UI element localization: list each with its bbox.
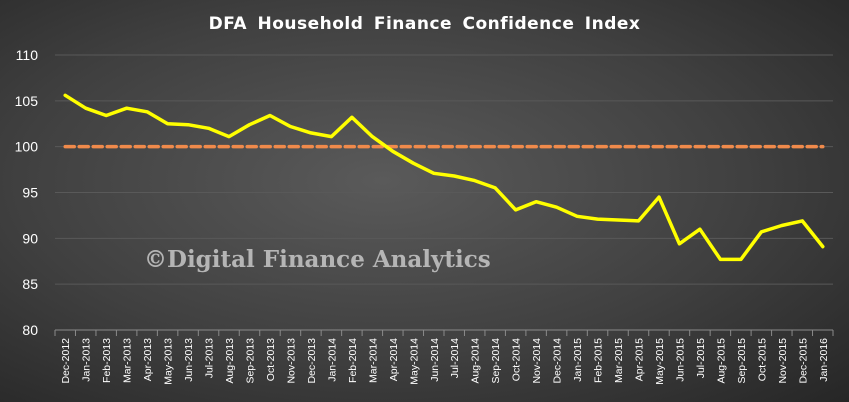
x-tick-label: Sep-2014	[490, 338, 502, 384]
x-tick-label: Apr-2015	[634, 338, 646, 381]
x-tick-label: Oct-2013	[265, 338, 277, 381]
x-axis-ticks: Dec-2012 Jan-2013 Feb-2013 Mar-2013 Apr-2013…	[60, 338, 830, 385]
x-tick-label: Apr-2013	[142, 338, 154, 381]
x-axis	[54, 329, 834, 336]
x-tick-label: Mar-2015	[613, 338, 625, 383]
series-group	[63, 93, 825, 262]
x-tick-label: Feb-2013	[101, 338, 113, 383]
x-tick-label: Dec-2012	[60, 338, 72, 384]
series-line-0	[63, 93, 825, 262]
x-tick-label: Dec-2014	[552, 338, 564, 384]
y-tick-label: 85	[22, 276, 38, 292]
x-tick-label: May-2013	[163, 338, 175, 385]
x-tick-label: Nov-2013	[285, 338, 297, 384]
x-tick-label: Mar-2013	[122, 338, 134, 383]
y-tick-label: 80	[22, 322, 38, 338]
y-tick-label: 105	[15, 93, 39, 109]
y-tick-label: 100	[15, 139, 39, 155]
x-tick-label: Jun-2015	[674, 338, 686, 382]
x-tick-label: Aug-2014	[470, 338, 482, 384]
x-tick-label: Dec-2013	[306, 338, 318, 384]
x-tick-label: Jun-2013	[183, 338, 195, 382]
y-tick-label: 95	[22, 185, 38, 201]
x-tick-label: Apr-2014	[388, 338, 400, 381]
x-tick-label: Feb-2015	[593, 338, 605, 383]
x-tick-label: Oct-2014	[511, 338, 523, 381]
x-tick-label: Dec-2015	[797, 338, 809, 384]
watermark: ©Digital Finance Analytics	[144, 246, 491, 273]
x-tick-label: Feb-2014	[347, 338, 359, 383]
x-tick-label: Jul-2014	[449, 338, 461, 378]
chart-title: DFA Household Finance Confidence Index	[208, 14, 641, 34]
gridlines	[55, 54, 833, 331]
x-tick-label: Sep-2013	[245, 338, 257, 384]
x-tick-label: Nov-2015	[777, 338, 789, 384]
x-tick-label: Nov-2014	[531, 338, 543, 384]
x-tick-label: Jan-2014	[326, 338, 338, 382]
x-tick-label: Sep-2015	[736, 338, 748, 384]
x-tick-label: Jan-2013	[81, 338, 93, 382]
x-tick-label: Aug-2015	[715, 338, 727, 384]
x-tick-label: Jul-2015	[695, 338, 707, 378]
x-tick-label: Jul-2013	[204, 338, 216, 378]
y-tick-label: 90	[22, 230, 38, 246]
y-axis-ticks: 80 85 90 95 100 105 110	[15, 47, 39, 338]
y-tick-label: 110	[16, 47, 39, 63]
x-tick-label: Mar-2014	[367, 338, 379, 383]
x-tick-label: May-2014	[408, 338, 420, 385]
x-tick-label: Oct-2015	[756, 338, 768, 381]
x-tick-label: May-2015	[654, 338, 666, 385]
x-tick-label: Jan-2015	[572, 338, 584, 382]
x-tick-label: Jun-2014	[429, 338, 441, 382]
x-tick-label: Jan-2016	[818, 338, 830, 382]
x-tick-label: Aug-2013	[224, 338, 236, 384]
